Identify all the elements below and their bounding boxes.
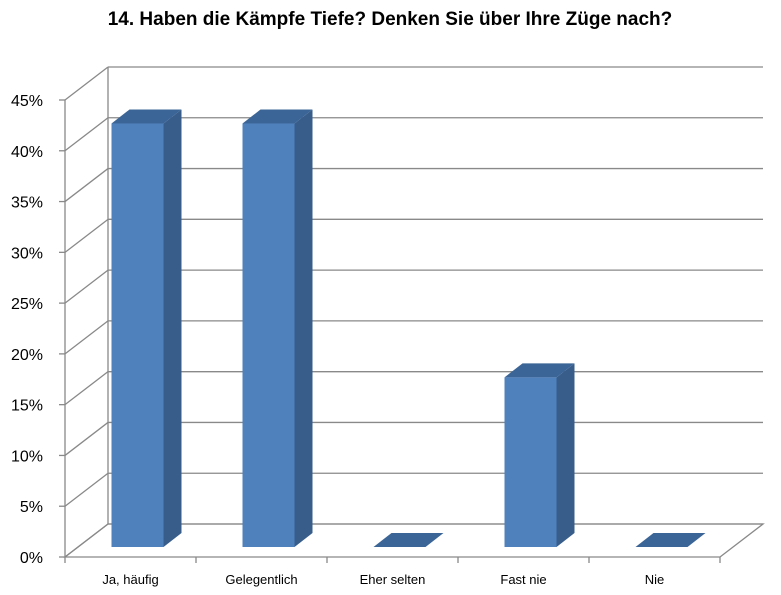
bar-front [111, 123, 164, 547]
chart-floor [63, 523, 765, 558]
bar-top [242, 109, 313, 124]
bar-top [111, 109, 182, 124]
y-tick-label: 10% [11, 448, 43, 465]
gridline-depth [64, 218, 109, 253]
gridline-depth [64, 371, 109, 406]
bar [504, 363, 575, 547]
bar-side [294, 109, 313, 547]
bar-side [556, 363, 575, 547]
y-tick-label: 20% [11, 347, 43, 364]
bar [242, 109, 313, 547]
x-tick-label: Fast nie [500, 572, 546, 587]
x-tick-label: Ja, häufig [102, 572, 158, 587]
bar-top [373, 533, 444, 547]
gridline-depth [64, 320, 109, 355]
y-tick-label: 25% [11, 296, 43, 313]
x-tick-label: Gelegentlich [225, 572, 297, 587]
x-axis: Ja, häufig Gelegentlich Eher selten Fast ni… [64, 557, 721, 587]
bar-top [504, 363, 575, 378]
gridline-depth [64, 168, 109, 203]
gridline-depth [64, 472, 109, 507]
gridline-depth [64, 66, 109, 101]
y-tick-label: 0% [20, 550, 43, 567]
bar-top [635, 533, 706, 547]
gridline-depth [64, 117, 109, 152]
y-tick-label: 5% [20, 499, 43, 516]
chart-grid [63, 66, 765, 558]
bar [635, 533, 706, 547]
bar-side [163, 109, 182, 547]
y-tick-label: 35% [11, 195, 43, 212]
bars [111, 109, 706, 547]
bar-front [242, 123, 295, 547]
bar-front [504, 377, 557, 547]
x-tick-label: Eher selten [360, 572, 426, 587]
bar [111, 109, 182, 547]
bar [373, 533, 444, 547]
y-tick-label: 30% [11, 245, 43, 262]
x-tick-label: Nie [645, 572, 665, 587]
chart-title: 14. Haben die Kämpfe Tiefe? Denken Sie ü… [108, 9, 673, 30]
y-tick-label: 15% [11, 398, 43, 415]
y-axis: 0% 5% 10% 15% 20% 25% 30% 35% 40% 45% [11, 93, 65, 567]
y-tick-label: 45% [11, 93, 43, 110]
gridline-depth [64, 421, 109, 456]
gridline-depth [64, 269, 109, 304]
y-tick-label: 40% [11, 144, 43, 161]
